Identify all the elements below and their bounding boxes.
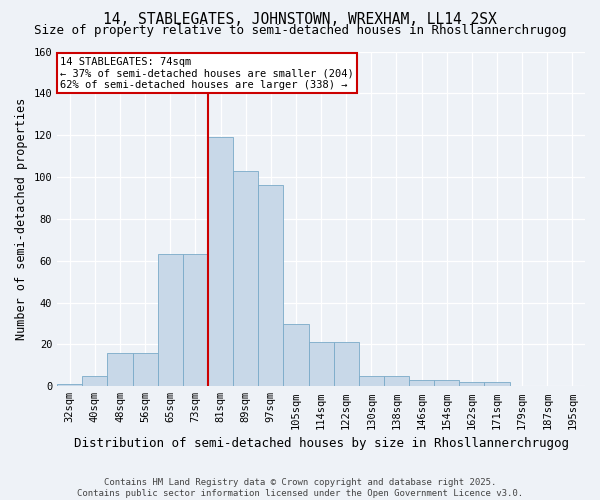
Bar bbox=[308, 342, 334, 386]
Bar bbox=[107, 353, 133, 386]
Text: 14 STABLEGATES: 74sqm
← 37% of semi-detached houses are smaller (204)
62% of sem: 14 STABLEGATES: 74sqm ← 37% of semi-deta… bbox=[60, 56, 353, 90]
Bar bbox=[359, 376, 384, 386]
Bar bbox=[409, 380, 434, 386]
Y-axis label: Number of semi-detached properties: Number of semi-detached properties bbox=[15, 98, 28, 340]
Bar bbox=[258, 186, 283, 386]
Bar bbox=[208, 138, 233, 386]
X-axis label: Distribution of semi-detached houses by size in Rhosllannerchrugog: Distribution of semi-detached houses by … bbox=[74, 437, 569, 450]
Bar bbox=[484, 382, 509, 386]
Bar bbox=[434, 380, 460, 386]
Bar bbox=[384, 376, 409, 386]
Bar bbox=[158, 254, 183, 386]
Bar bbox=[183, 254, 208, 386]
Bar bbox=[133, 353, 158, 386]
Bar bbox=[334, 342, 359, 386]
Bar bbox=[233, 171, 258, 386]
Text: Size of property relative to semi-detached houses in Rhosllannerchrugog: Size of property relative to semi-detach… bbox=[34, 24, 566, 37]
Text: Contains HM Land Registry data © Crown copyright and database right 2025.
Contai: Contains HM Land Registry data © Crown c… bbox=[77, 478, 523, 498]
Bar bbox=[460, 382, 484, 386]
Bar bbox=[57, 384, 82, 386]
Text: 14, STABLEGATES, JOHNSTOWN, WREXHAM, LL14 2SX: 14, STABLEGATES, JOHNSTOWN, WREXHAM, LL1… bbox=[103, 12, 497, 28]
Bar bbox=[82, 376, 107, 386]
Bar bbox=[283, 324, 308, 386]
